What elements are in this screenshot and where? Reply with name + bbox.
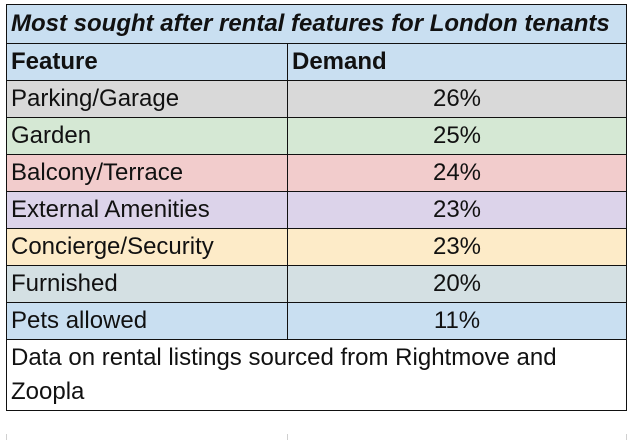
demand-cell[interactable]: 23% [286,191,628,229]
table-row: Concierge/Security 23% [6,228,628,266]
title-row: Most sought after rental features for Lo… [5,4,628,44]
table-row: Pets allowed 11% [6,302,628,340]
table-row: Furnished 20% [6,265,628,303]
feature-cell[interactable]: Parking/Garage [6,80,288,118]
feature-cell[interactable]: External Amenities [6,191,288,229]
footnote-row: Data on rental listings sourced from Rig… [5,339,628,411]
demand-cell[interactable]: 25% [286,117,628,155]
table-row: Garden 25% [6,117,628,155]
table-row: Parking/Garage 26% [6,80,628,118]
table-row: Balcony/Terrace 24% [6,154,628,192]
header-row: Feature Demand [6,43,628,81]
table-row: External Amenities 23% [6,191,628,229]
feature-cell[interactable]: Balcony/Terrace [6,154,288,192]
column-header-feature[interactable]: Feature [6,43,288,81]
demand-cell[interactable]: 11% [286,302,628,340]
sheet-gridline [287,434,288,440]
column-header-demand[interactable]: Demand [286,43,628,81]
source-note[interactable]: Data on rental listings sourced from Rig… [5,339,628,411]
demand-cell[interactable]: 26% [286,80,628,118]
rental-features-table: Most sought after rental features for Lo… [5,4,628,411]
feature-cell[interactable]: Concierge/Security [6,228,288,266]
demand-cell[interactable]: 23% [286,228,628,266]
demand-cell[interactable]: 24% [286,154,628,192]
feature-cell[interactable]: Furnished [6,265,288,303]
feature-cell[interactable]: Garden [6,117,288,155]
sheet-gridline [626,434,627,440]
sheet-gridline [6,434,7,440]
feature-cell[interactable]: Pets allowed [6,302,288,340]
demand-cell[interactable]: 20% [286,265,628,303]
table-title[interactable]: Most sought after rental features for Lo… [5,4,628,44]
